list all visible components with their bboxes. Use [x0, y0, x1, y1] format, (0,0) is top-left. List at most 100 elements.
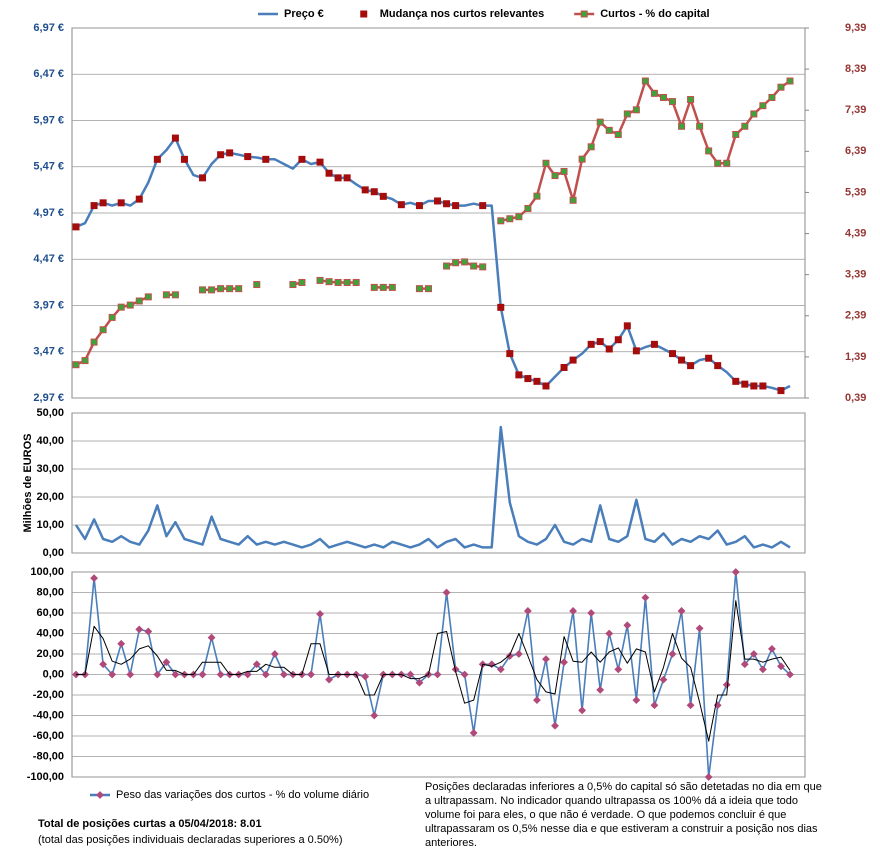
marker: [641, 593, 650, 602]
y-tick-label: -100,00: [27, 771, 64, 783]
marker: [514, 650, 523, 658]
marker: [677, 607, 686, 615]
marker: [270, 650, 279, 658]
legend-label: Preço €: [284, 8, 324, 20]
marker: [72, 361, 80, 369]
total-note: (total das posições individuais declarad…: [38, 834, 343, 846]
marker: [632, 696, 641, 705]
marker: [316, 610, 324, 618]
marker: [135, 625, 144, 634]
marker: [479, 263, 487, 271]
y-tick-label: 0,00: [43, 668, 64, 680]
y-tick-label: -60,00: [33, 730, 64, 742]
total-text: Total de posições curtas a 05/04/2018: 8…: [38, 818, 262, 830]
marker: [135, 297, 143, 305]
marker: [461, 258, 469, 266]
y-tick-label: 4,97 €: [33, 207, 64, 219]
marker: [524, 204, 532, 212]
marker: [560, 167, 568, 175]
marker: [90, 574, 98, 583]
marker: [497, 303, 505, 311]
y-tick-label: 6,97 €: [33, 22, 64, 34]
marker: [253, 281, 261, 289]
marker: [415, 678, 424, 687]
legend-label: Peso das variações dos curtos - % do vol…: [116, 789, 369, 801]
marker: [171, 291, 179, 299]
marker: [99, 660, 108, 669]
series-line: [75, 136, 791, 392]
marker: [678, 122, 686, 130]
marker: [732, 377, 740, 385]
marker: [135, 195, 143, 203]
marker: [759, 382, 767, 390]
marker: [749, 650, 758, 658]
marker: [596, 118, 604, 126]
marker: [334, 174, 342, 182]
marker: [144, 293, 152, 301]
marker: [596, 338, 604, 346]
marker: [370, 283, 378, 291]
marker: [578, 706, 587, 715]
marker: [605, 629, 614, 638]
marker: [316, 158, 324, 166]
marker: [261, 670, 270, 679]
y2-tick-label: 6,39: [845, 145, 866, 157]
marker: [578, 155, 586, 163]
marker: [759, 102, 767, 110]
marker: [479, 202, 487, 210]
marker: [443, 200, 451, 208]
y2-tick-label: 5,39: [845, 186, 866, 198]
y-tick-label: 3,47 €: [33, 346, 64, 358]
marker: [207, 633, 216, 642]
marker: [216, 670, 225, 679]
marker: [334, 278, 342, 286]
marker: [641, 77, 649, 85]
marker: [569, 607, 577, 615]
marker: [325, 278, 333, 286]
marker: [668, 650, 677, 658]
marker: [171, 134, 179, 142]
y-tick-label: 4,47 €: [33, 253, 64, 265]
marker: [542, 159, 550, 167]
marker: [117, 303, 125, 311]
y-tick-label: 40,00: [36, 435, 64, 447]
marker: [352, 278, 360, 286]
marker: [551, 172, 559, 180]
marker: [244, 153, 252, 161]
marker: [460, 670, 469, 679]
marker: [397, 201, 405, 209]
y-tick-label: 80,00: [36, 586, 64, 598]
marker: [108, 313, 116, 321]
marker: [696, 122, 704, 130]
marker: [740, 660, 749, 669]
marker: [732, 130, 740, 138]
y-tick-label: 2,97 €: [33, 392, 64, 404]
marker: [370, 188, 378, 196]
marker: [777, 83, 785, 91]
marker: [117, 639, 126, 648]
marker: [750, 110, 758, 118]
marker: [669, 98, 677, 106]
marker: [361, 186, 369, 194]
marker: [388, 283, 396, 291]
marker: [108, 670, 117, 679]
y-tick-label: 40,00: [36, 627, 64, 639]
marker: [686, 701, 695, 710]
marker: [153, 670, 162, 679]
marker: [731, 568, 740, 576]
marker: [587, 143, 595, 151]
marker: [687, 96, 695, 104]
marker: [768, 644, 776, 653]
marker: [506, 350, 514, 358]
marker: [533, 377, 541, 385]
marker: [695, 624, 704, 633]
marker: [650, 701, 659, 710]
marker: [560, 658, 568, 667]
marker: [704, 773, 713, 781]
y-tick-label: 10,00: [36, 519, 64, 531]
marker: [343, 174, 351, 182]
marker: [523, 607, 532, 615]
y2-tick-label: 4,39: [845, 227, 866, 239]
marker: [452, 202, 460, 210]
